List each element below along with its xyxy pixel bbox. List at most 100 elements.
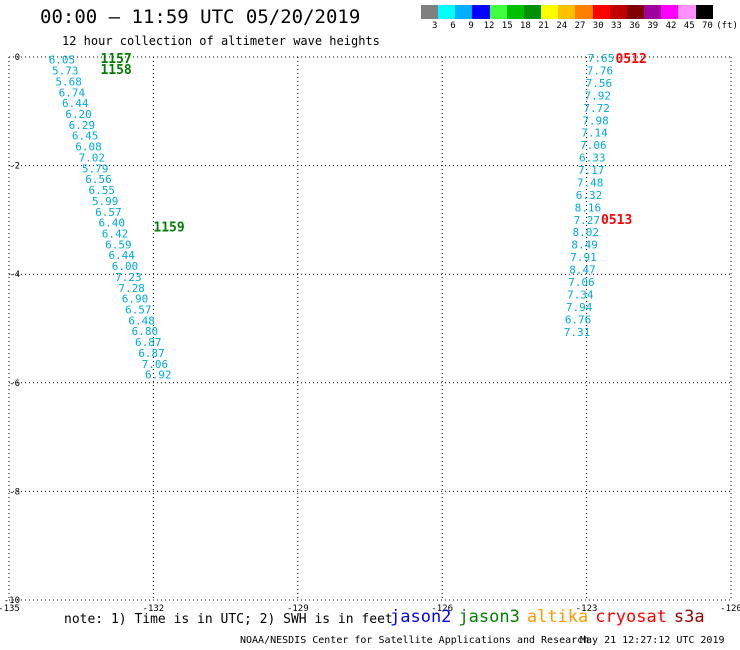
wave-height-value: 6.29 (69, 119, 96, 132)
wave-height-value: 6.87 (138, 347, 165, 360)
wave-height-value: 6.44 (62, 97, 89, 110)
wave-height-value: 7.65 (588, 52, 615, 65)
wave-height-value: 6.90 (122, 293, 149, 306)
wave-height-value: 7.48 (577, 176, 604, 189)
wave-height-value: 7.23 (115, 271, 142, 284)
wave-height-value: 6.57 (95, 206, 122, 219)
colorbar-swatch (609, 5, 627, 19)
latitude-tick-label: -10 (4, 596, 20, 606)
wave-height-value: 6.05 (49, 54, 76, 67)
latitude-tick-label: -2 (9, 162, 20, 172)
colorbar-label: 33 (611, 21, 622, 31)
wave-height-value: 7.27 (574, 214, 601, 227)
generated-timestamp: May 21 12:27:12 UTC 2019 (580, 635, 725, 646)
colorbar-swatch (523, 5, 542, 19)
colorbar-label: 39 (647, 21, 659, 31)
wave-height-value: 7.02 (79, 151, 106, 164)
colorbar-label: 15 (501, 21, 513, 31)
wave-height-value: 7.28 (118, 282, 145, 295)
wave-height-value: 6.87 (135, 336, 162, 349)
legend-entry-jason3: jason3 (458, 607, 520, 627)
longitude-tick-label: -120 (720, 604, 740, 614)
colorbar-swatch (678, 5, 696, 19)
colorbar-swatch (575, 5, 593, 19)
footnote: note: 1) Time is in UTC; 2) SWH is in fe… (64, 612, 393, 627)
wave-height-value: 5.68 (55, 75, 82, 88)
pass-time-label: 1159 (153, 220, 184, 235)
wave-height-value: 8.16 (575, 201, 602, 214)
colorbar-swatch (626, 5, 645, 19)
pass-time-label: 1158 (100, 63, 131, 78)
legend-entry-cryosat: cryosat (595, 607, 667, 627)
satellite-legend: jason2 jason3 altika cryosat s3a (390, 607, 712, 627)
colorbar-label: 36 (629, 21, 641, 31)
pass-time-label: 1157 (100, 52, 131, 67)
wave-height-value: 6.48 (128, 314, 155, 327)
colorbar-label: 70 (702, 21, 713, 31)
colorbar-swatch (489, 5, 507, 19)
wave-height-value: 5.73 (52, 65, 79, 78)
wave-height-value: 6.74 (59, 86, 86, 99)
wave-height-value: 7.06 (568, 276, 595, 289)
wave-height-value: 7.92 (585, 89, 612, 102)
latitude-tick-label: -6 (9, 379, 20, 389)
wave-height-value: 5.79 (82, 162, 109, 175)
wave-height-value: 7.06 (580, 139, 607, 152)
wave-height-value: 8.49 (571, 239, 598, 252)
colorbar-labels: 3 6 9 12 15 18 21 24 27 30 33 36 39 42 45 70 (ft) (421, 21, 740, 33)
wave-height-value: 6.44 (108, 249, 135, 262)
wave-height-value: 6.20 (65, 108, 92, 121)
longitude-tick-label: -132 (143, 604, 165, 614)
colorbar-swatch (644, 5, 662, 19)
wave-height-value: 7.94 (566, 301, 593, 314)
wave-height-value: 6.92 (145, 369, 172, 382)
colorbar-swatch (472, 5, 490, 19)
legend-entry-s3a: s3a (673, 607, 705, 627)
pass-time-label: 0513 (601, 213, 632, 228)
legend-entry-altika: altika (526, 607, 589, 627)
colorbar-label: 18 (520, 21, 531, 31)
wave-height-value: 7.76 (587, 65, 614, 78)
wave-height-value: 7.14 (581, 127, 608, 140)
longitude-tick-label: -135 (0, 604, 20, 614)
wave-height-value: 6.55 (89, 184, 116, 197)
wave-height-value: 6.33 (579, 152, 606, 165)
wave-height-colorbar (421, 5, 730, 19)
colorbar-label: 3 (432, 21, 438, 31)
colorbar-label: 30 (592, 21, 604, 31)
wave-height-value: 7.91 (570, 251, 597, 264)
colorbar-swatch (438, 5, 456, 19)
latitude-tick-label: -4 (9, 270, 20, 280)
colorbar-swatch (541, 5, 559, 19)
wave-height-value: 7.34 (567, 288, 594, 301)
colorbar-label: 12 (483, 21, 495, 31)
latitude-tick-label: 0 (15, 53, 20, 63)
colorbar-label: 45 (683, 21, 695, 31)
colorbar-label: 27 (574, 21, 586, 31)
wave-height-value: 7.17 (578, 164, 605, 177)
longitude-tick-label: -123 (576, 604, 598, 614)
colorbar-swatch (455, 5, 473, 19)
map-title: 00:00 — 11:59 UTC 05/20/2019 (40, 6, 361, 28)
colorbar-swatch (661, 5, 679, 19)
longitude-tick-label: -126 (431, 604, 453, 614)
wave-height-value: 7.06 (142, 358, 169, 371)
map-subtitle: 12 hour collection of altimeter wave hei… (62, 34, 380, 48)
wave-height-value: 7.98 (582, 114, 609, 127)
wave-height-value: 6.76 (565, 313, 592, 326)
colorbar-swatch (506, 5, 524, 19)
pass-time-label: 0512 (615, 52, 646, 67)
colorbar-label: 21 (538, 21, 550, 31)
wave-height-value: 6.42 (102, 227, 129, 240)
wave-height-value: 5.99 (92, 195, 119, 208)
wave-height-value: 7.72 (583, 102, 610, 115)
colorbar-swatch (695, 5, 713, 19)
colorbar-label: 6 (450, 21, 456, 31)
longitude-tick-label: -129 (287, 604, 309, 614)
wave-height-value: 6.59 (105, 238, 132, 251)
colorbar-label: 9 (468, 21, 474, 31)
colorbar-label: 24 (556, 21, 568, 31)
wave-height-value: 7.56 (586, 77, 613, 90)
wave-height-value: 6.45 (72, 130, 99, 143)
